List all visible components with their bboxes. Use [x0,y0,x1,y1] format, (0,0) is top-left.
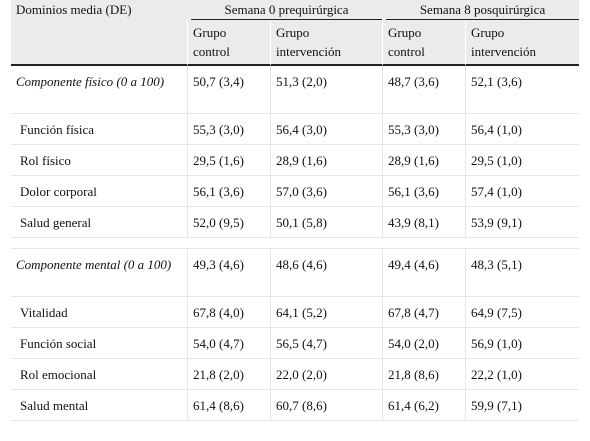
component-row: Componente físico (0 a 100) 50,7 (3,4) 51,… [11,66,580,114]
value-cell: 49,4 (4,6) [382,249,466,297]
value-cell: 49,3 (4,6) [187,249,270,297]
value-cell: 51,3 (2,0) [270,66,383,114]
header-control-w8: Grupo control [382,20,466,66]
domain-row: Vitalidad 67,8 (4,0) 64,1 (5,2) 67,8 (4,7) 6… [11,297,580,328]
value-cell: 67,8 (4,7) [382,297,466,328]
spacer-cell [187,238,270,249]
domain-row: Salud mental 61,4 (8,6) 60,7 (8,6) 61,4 (6,… [11,390,580,421]
domain-row: Función social 54,0 (4,7) 56,5 (4,7) 54,0 (… [11,328,580,359]
value-cell: 29,5 (1,6) [187,145,270,176]
value-cell: 52,1 (3,6) [465,66,580,114]
value-cell: 48,7 (3,6) [382,66,466,114]
value-cell: 21,8 (2,0) [187,359,270,390]
value-cell: 22,2 (1,0) [465,359,580,390]
spacer-cell [382,238,466,249]
domain-row: Rol emocional 21,8 (2,0) 22,0 (2,0) 21,8 (8… [11,359,580,390]
value-cell: 61,4 (8,6) [187,390,270,421]
value-cell: 29,5 (1,0) [465,145,580,176]
row-label: Vitalidad [11,297,187,328]
row-label: Rol físico [11,145,187,176]
section-spacer [11,238,580,249]
domain-row: Salud general 52,0 (9,5) 50,1 (5,8) 43,9 (8… [11,207,580,238]
header-domains: Dominios media (DE) [11,0,187,20]
header-intervention-w8: Grupo intervención [465,20,580,66]
value-cell: 54,0 (4,7) [187,328,270,359]
row-label: Salud general [11,207,187,238]
row-label: Componente físico (0 a 100) [11,66,187,114]
header-blank [11,20,187,66]
value-cell: 64,1 (5,2) [270,297,383,328]
spacer-cell [11,238,187,249]
value-cell: 28,9 (1,6) [382,145,466,176]
value-cell: 57,0 (3,6) [270,176,383,207]
domain-row: Dolor corporal 56,1 (3,6) 57,0 (3,6) 56,1 (… [11,176,580,207]
value-cell: 28,9 (1,6) [270,145,383,176]
value-cell: 55,3 (3,0) [187,114,270,145]
value-cell: 56,4 (3,0) [270,114,383,145]
value-cell: 60,7 (8,6) [270,390,383,421]
row-label: Componente mental (0 a 100) [11,249,187,297]
value-cell: 56,5 (4,7) [270,328,383,359]
component-row: Componente mental (0 a 100) 49,3 (4,6) 48,… [11,249,580,297]
row-label: Salud mental [11,390,187,421]
value-cell: 53,9 (9,1) [465,207,580,238]
value-cell: 56,1 (3,6) [382,176,466,207]
row-label: Dolor corporal [11,176,187,207]
table-body: Componente físico (0 a 100) 50,7 (3,4) 51,… [11,66,580,421]
row-label: Función física [11,114,187,145]
value-cell: 50,7 (3,4) [187,66,270,114]
spacer-cell [465,238,580,249]
value-cell: 54,0 (2,0) [382,328,466,359]
value-cell: 67,8 (4,0) [187,297,270,328]
value-cell: 48,6 (4,6) [270,249,383,297]
value-cell: 56,4 (1,0) [465,114,580,145]
value-cell: 43,9 (8,1) [382,207,466,238]
value-cell: 21,8 (8,6) [382,359,466,390]
header-control-w0: Grupo control [187,20,270,66]
value-cell: 56,1 (3,6) [187,176,270,207]
value-cell: 52,0 (9,5) [187,207,270,238]
spacer-cell [270,238,383,249]
domain-row: Función física 55,3 (3,0) 56,4 (3,0) 55,3 (… [11,114,580,145]
value-cell: 59,9 (7,1) [465,390,580,421]
header-intervention-w0: Grupo intervención [270,20,383,66]
header-week0: Semana 0 prequirúrgica [187,0,383,20]
value-cell: 56,9 (1,0) [465,328,580,359]
value-cell: 55,3 (3,0) [382,114,466,145]
value-cell: 50,1 (5,8) [270,207,383,238]
value-cell: 64,9 (7,5) [465,297,580,328]
row-label: Rol emocional [11,359,187,390]
row-label: Función social [11,328,187,359]
value-cell: 57,4 (1,0) [465,176,580,207]
value-cell: 61,4 (6,2) [382,390,466,421]
domain-row: Rol físico 29,5 (1,6) 28,9 (1,6) 28,9 (1,6)… [11,145,580,176]
results-table: Dominios media (DE) Semana 0 prequirúrgi… [11,0,580,421]
header-week8: Semana 8 posquirúrgica [382,0,580,20]
value-cell: 48,3 (5,1) [465,249,580,297]
value-cell: 22,0 (2,0) [270,359,383,390]
